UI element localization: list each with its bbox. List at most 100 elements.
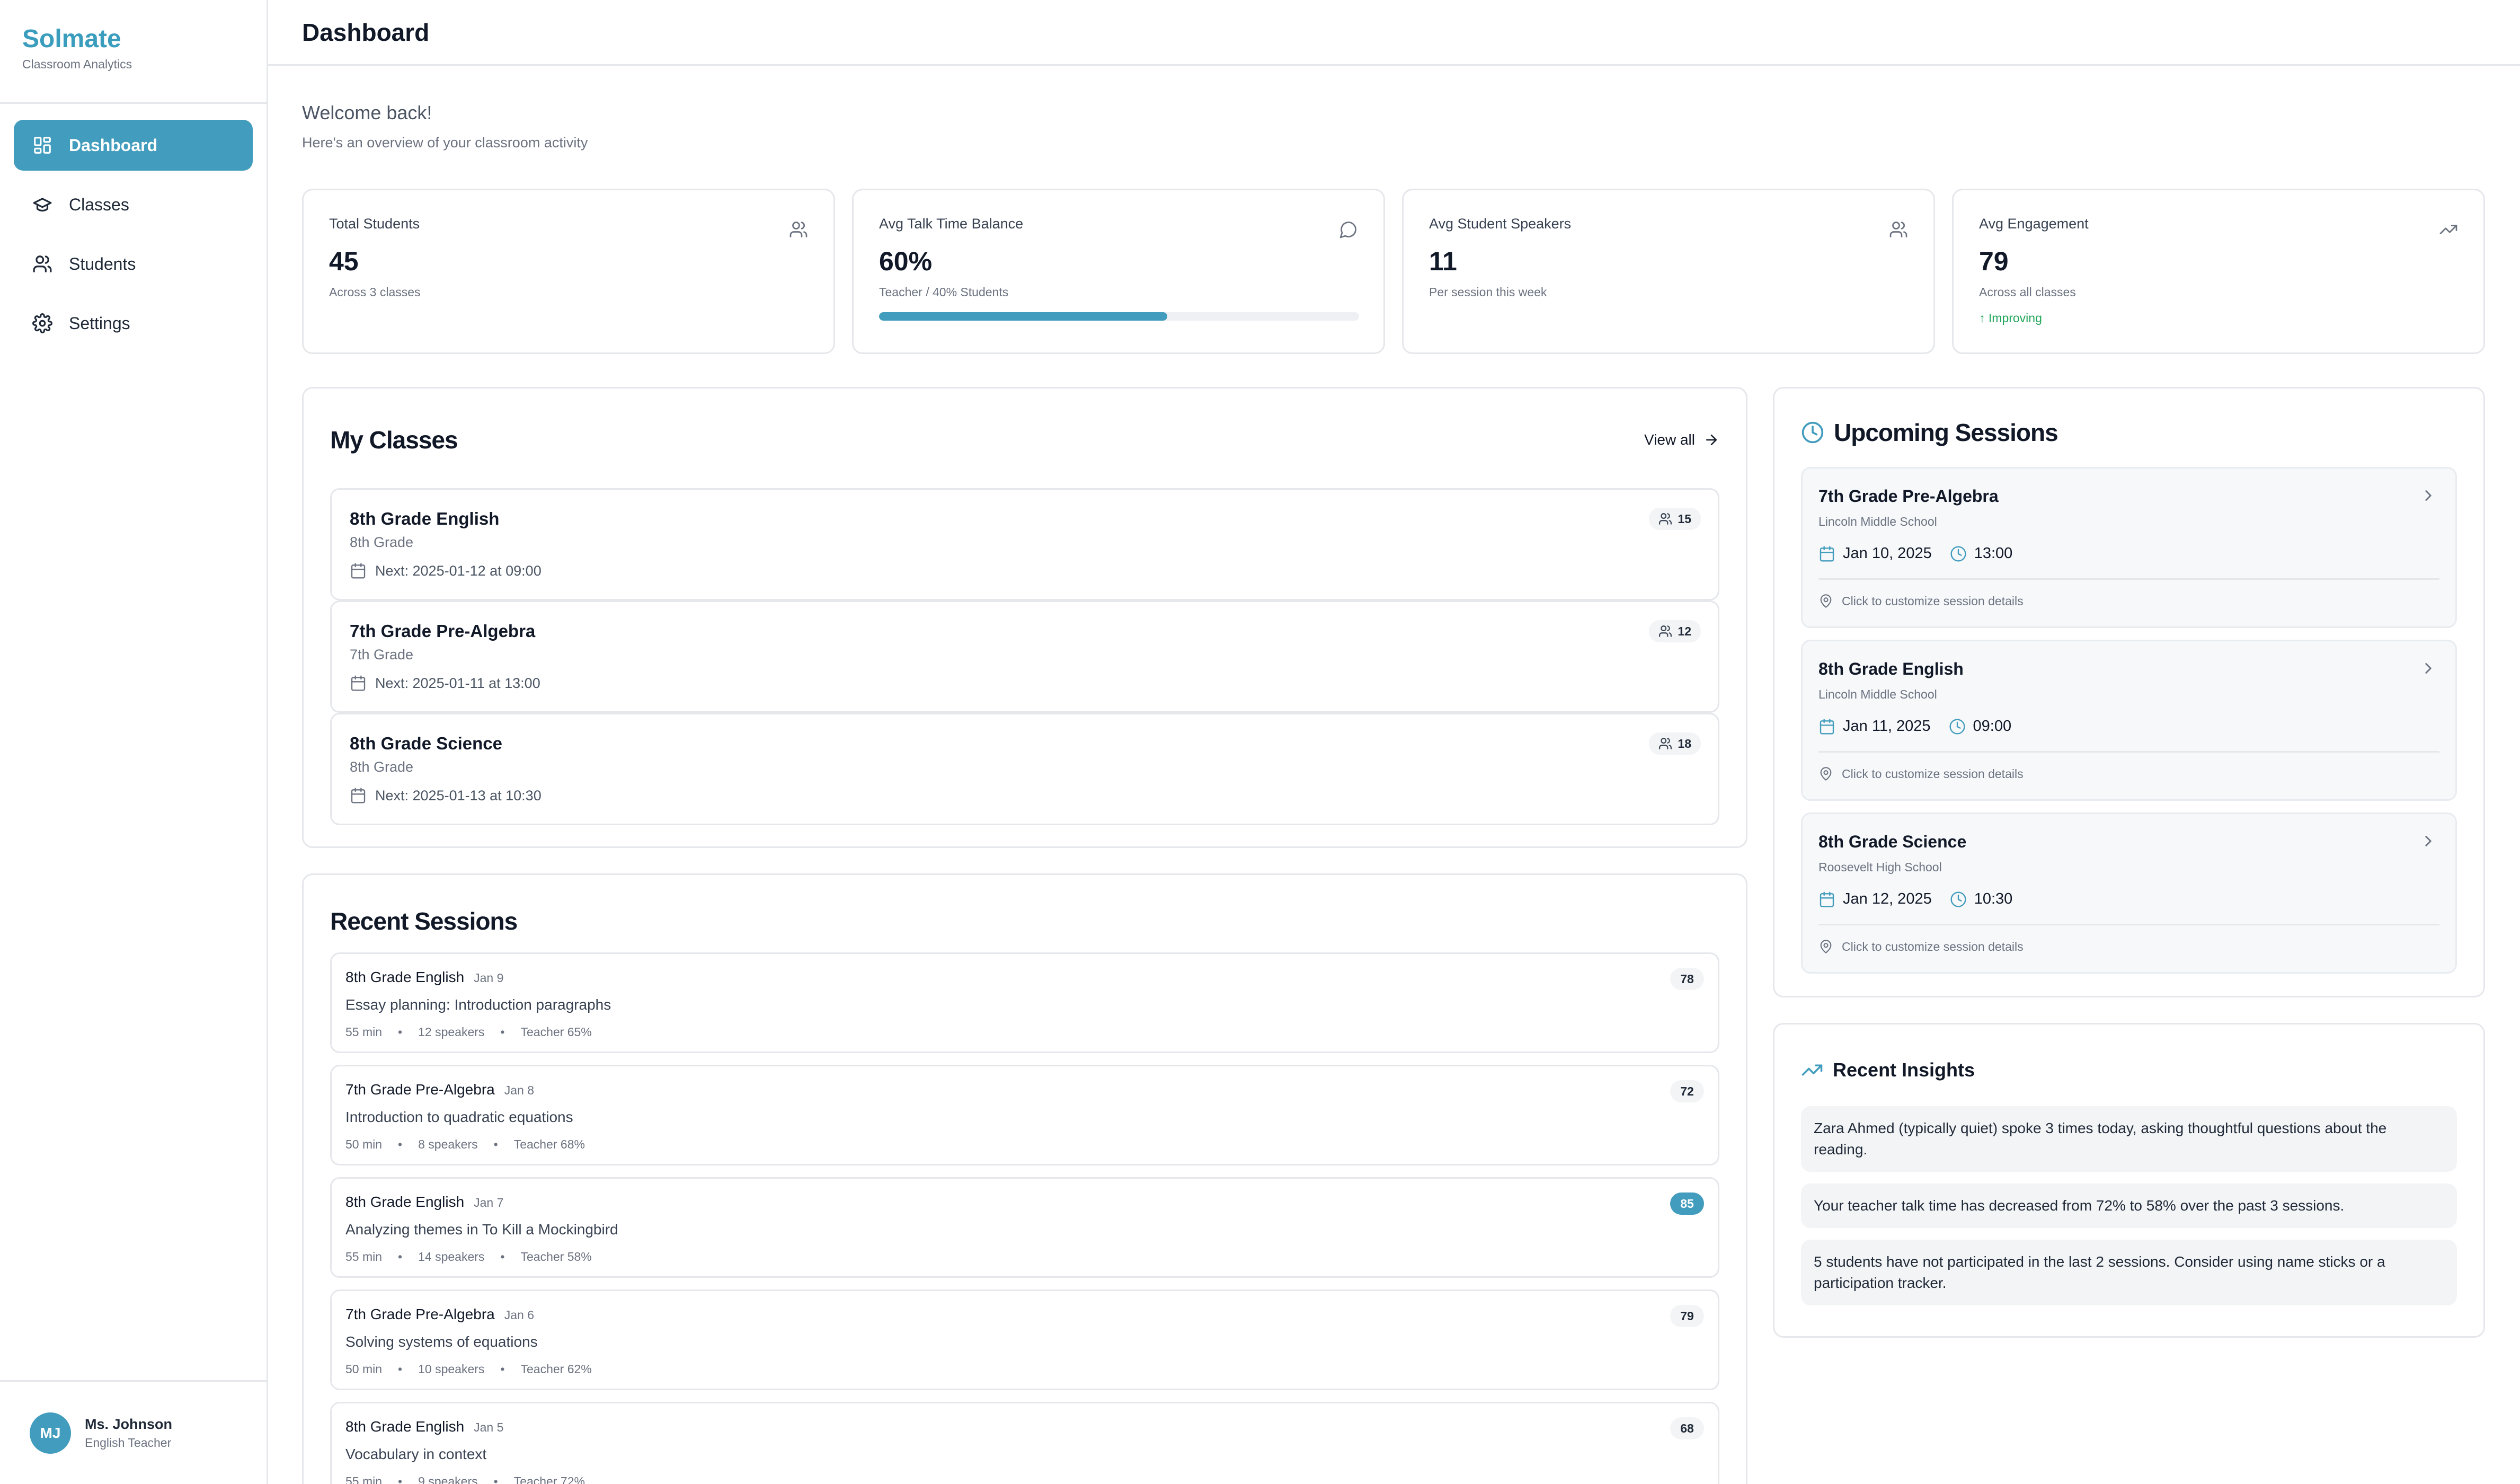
upcoming-session-item[interactable]: 8th Grade Science Roosevelt High School … — [1801, 812, 2457, 974]
user-profile[interactable]: MJ Ms. Johnson English Teacher — [0, 1380, 267, 1484]
session-item[interactable]: 7th Grade Pre-Algebra Jan 8 Introduction … — [330, 1065, 1719, 1165]
upcoming-time: 09:00 — [1973, 718, 2012, 735]
session-date: Jan 5 — [474, 1420, 504, 1434]
recent-insights-card: Recent Insights Zara Ahmed (typically qu… — [1773, 1023, 2485, 1338]
brand: Solmate Classroom Analytics — [0, 0, 267, 104]
stat-sub: Across 3 classes — [329, 285, 421, 299]
users-icon — [789, 222, 808, 237]
calendar-icon — [1820, 718, 1834, 735]
calendar-icon — [351, 788, 366, 803]
session-class-name: 7th Grade Pre-Algebra — [345, 1081, 495, 1098]
customize-session-link[interactable]: Click to customize session details — [1842, 766, 2024, 781]
class-name: 8th Grade Science — [350, 734, 502, 753]
engagement-score-badge: 78 — [1670, 968, 1704, 990]
session-topic: Essay planning: Introduction paragraphs — [345, 996, 611, 1013]
session-item[interactable]: 8th Grade English Jan 5 Vocabulary in con… — [330, 1402, 1719, 1484]
sidebar-item-label: Settings — [69, 313, 130, 333]
class-item[interactable]: 8th Grade Science 8th Grade Next: 2025-0… — [330, 713, 1719, 825]
session-duration: 55 min — [345, 1025, 383, 1039]
session-item[interactable]: 7th Grade Pre-Algebra Jan 6 Solving syste… — [330, 1289, 1719, 1390]
welcome-subtitle: Here's an overview of your classroom act… — [302, 135, 588, 151]
welcome-section: Welcome back! Here's an overview of your… — [302, 102, 588, 151]
brand-logo-text[interactable]: Solmate — [22, 25, 121, 53]
student-count-badge: 15 — [1649, 508, 1701, 530]
chevron-right-icon[interactable] — [2419, 659, 2437, 677]
insight-item: 5 students have not participated in the … — [1801, 1240, 2457, 1305]
sidebar-item-dashboard[interactable]: Dashboard — [14, 120, 253, 171]
section-title: Recent Insights — [1833, 1059, 1975, 1081]
upcoming-time: 13:00 — [1974, 545, 2013, 562]
upcoming-date: Jan 12, 2025 — [1843, 890, 1932, 907]
welcome-title: Welcome back! — [302, 102, 432, 123]
section-title: Upcoming Sessions — [1834, 419, 2058, 446]
stat-card-total-students: Total Students 45 Across 3 classes — [302, 189, 835, 354]
map-pin-icon — [1820, 594, 1832, 608]
talk-time-progress-bar — [879, 312, 1359, 321]
brand-subtitle: Classroom Analytics — [22, 57, 132, 71]
session-teacher-talk: Teacher 62% — [520, 1362, 592, 1376]
users-icon — [32, 253, 53, 275]
stat-card-talk-time: Avg Talk Time Balance 60% Teacher / 40% … — [852, 189, 1385, 354]
map-pin-icon — [1820, 767, 1832, 781]
session-teacher-talk: Teacher 68% — [513, 1137, 585, 1151]
session-topic: Vocabulary in context — [345, 1446, 487, 1462]
sidebar-item-label: Students — [69, 254, 136, 273]
graduation-cap-icon — [32, 194, 53, 215]
calendar-icon — [1820, 891, 1834, 907]
upcoming-date: Jan 11, 2025 — [1843, 718, 1931, 735]
sidebar-item-classes[interactable]: Classes — [14, 179, 253, 230]
customize-session-link[interactable]: Click to customize session details — [1842, 939, 2024, 953]
class-name: 7th Grade Pre-Algebra — [350, 621, 536, 641]
view-all-link[interactable]: View all — [1644, 431, 1719, 448]
engagement-score-badge: 68 — [1670, 1417, 1704, 1439]
session-topic: Solving systems of equations — [345, 1333, 538, 1350]
student-count: 15 — [1678, 511, 1691, 526]
chevron-right-icon[interactable] — [2419, 832, 2437, 850]
session-duration: 50 min — [345, 1137, 383, 1151]
upcoming-class-name: 8th Grade English — [1818, 659, 1964, 678]
progress-fill — [879, 312, 1167, 321]
session-item[interactable]: 8th Grade English Jan 9 Essay planning: I… — [330, 952, 1719, 1053]
upcoming-school: Lincoln Middle School — [1818, 515, 1937, 528]
session-date: Jan 9 — [474, 971, 504, 985]
session-speakers: 12 speakers — [418, 1025, 485, 1039]
upcoming-session-item[interactable]: 7th Grade Pre-Algebra Lincoln Middle Sch… — [1801, 467, 2457, 628]
session-item[interactable]: 8th Grade English Jan 7 Analyzing themes … — [330, 1177, 1719, 1278]
class-next-session: Next: 2025-01-12 at 09:00 — [350, 562, 1700, 579]
clock-icon — [1950, 545, 1966, 562]
class-grade: 8th Grade — [350, 759, 414, 775]
trending-up-icon — [2439, 225, 2457, 234]
sidebar-item-settings[interactable]: Settings — [14, 298, 253, 349]
sidebar-item-students[interactable]: Students — [14, 238, 253, 289]
session-speakers: 9 speakers — [418, 1474, 478, 1484]
arrow-right-icon — [1706, 435, 1717, 445]
engagement-score-badge: 72 — [1670, 1080, 1704, 1102]
class-item[interactable]: 7th Grade Pre-Algebra 7th Grade Next: 20… — [330, 600, 1719, 713]
clock-icon — [1950, 891, 1966, 907]
chat-bubble-icon — [1339, 222, 1356, 238]
upcoming-sessions-card: Upcoming Sessions 7th Grade Pre-Algebra … — [1773, 387, 2485, 997]
chevron-right-icon[interactable] — [2419, 487, 2437, 505]
student-count: 12 — [1678, 624, 1691, 638]
section-title: Recent Sessions — [330, 907, 518, 935]
session-topic: Introduction to quadratic equations — [345, 1109, 573, 1125]
session-date: Jan 8 — [504, 1083, 534, 1097]
session-date: Jan 7 — [474, 1196, 504, 1209]
stat-value: 45 — [329, 246, 359, 276]
upcoming-session-item[interactable]: 8th Grade English Lincoln Middle School … — [1801, 640, 2457, 801]
section-title: My Classes — [330, 426, 458, 454]
session-teacher-talk: Teacher 65% — [520, 1025, 592, 1039]
session-duration: 55 min — [345, 1250, 383, 1264]
view-all-label: View all — [1644, 431, 1695, 448]
session-class-name: 7th Grade Pre-Algebra — [345, 1306, 495, 1322]
stat-value: 79 — [1979, 246, 2009, 276]
trend-indicator: ↑ Improving — [1979, 311, 2042, 325]
page-title: Dashboard — [302, 18, 430, 46]
grid-icon — [32, 135, 53, 156]
session-class-name: 8th Grade English — [345, 1194, 465, 1210]
sidebar-item-label: Classes — [69, 195, 129, 214]
top-bar: Dashboard — [268, 0, 2520, 66]
next-session-text: Next: 2025-01-11 at 13:00 — [375, 675, 540, 691]
customize-session-link[interactable]: Click to customize session details — [1842, 594, 2024, 608]
class-item[interactable]: 8th Grade English 8th Grade Next: 2025-0… — [330, 488, 1719, 600]
